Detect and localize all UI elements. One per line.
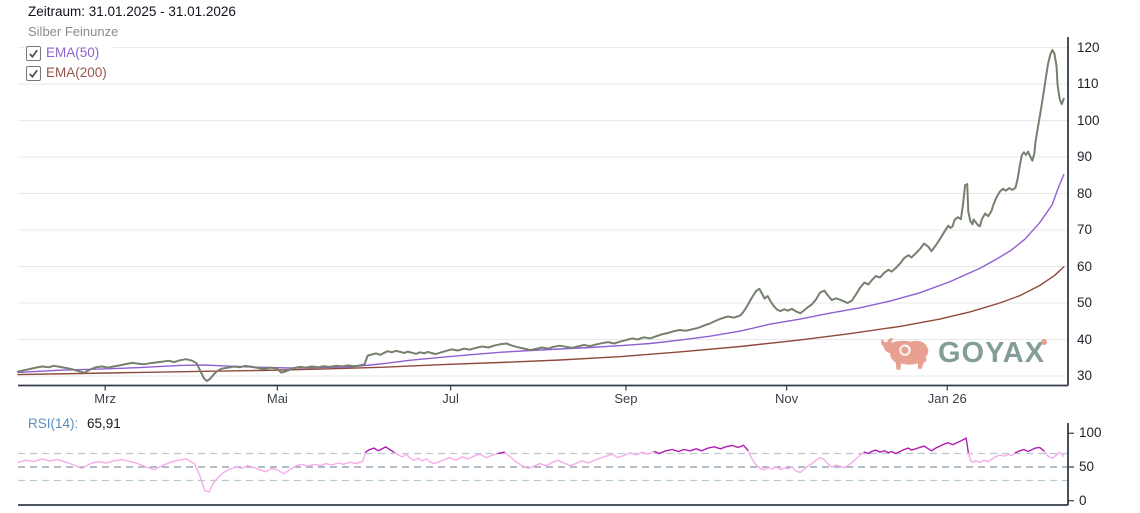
ema50-checkbox[interactable] [26,45,41,61]
rsi-value: 65,91 [87,416,121,431]
x-tick-label: Jul [442,391,459,406]
x-tick-label: Mai [266,391,288,406]
checkmark-icon [29,49,38,58]
rsi-tick-label: 100 [1079,425,1102,441]
rsi-label: RSI(14): [28,416,79,431]
legend-label-ema200: EMA(200) [46,65,107,80]
y-tick-label: 120 [1077,39,1100,55]
ema200-checkbox[interactable] [26,65,41,81]
ema200-line [17,266,1065,376]
rsi-header: RSI(14): 65,91 [28,416,121,431]
indicator-legend: EMA(50) EMA(200) [26,43,113,83]
y-tick-label: 90 [1077,149,1093,165]
y-tick-label: 100 [1077,112,1100,128]
watermark-dot-icon [1041,339,1048,345]
x-tick-label: Nov [775,391,799,406]
y-tick-label: 110 [1077,76,1099,92]
watermark-text: GOYAX [938,337,1046,369]
y-tick-label: 50 [1077,295,1093,311]
legend-label-ema50: EMA(50) [46,45,100,60]
rsi-tick-label: 0 [1079,492,1087,508]
instrument-title: Silber Feinunze [28,24,119,39]
bull-logo-icon [881,338,929,370]
rsi-line-dark [364,437,1045,455]
period-title: Zeitraum: 31.01.2025 - 31.01.2026 [28,4,236,19]
x-tick-label: Mrz [94,391,116,406]
y-tick-label: 60 [1077,258,1093,274]
x-tick-label: Jan 26 [927,391,967,406]
legend-item-ema50[interactable]: EMA(50) [26,43,113,63]
legend-item-ema200[interactable]: EMA(200) [26,63,113,83]
y-tick-label: 80 [1077,185,1093,201]
x-tick-label: Sep [614,391,638,406]
goyax-watermark: GOYAX [876,334,1048,372]
rsi-tick-label: 50 [1079,459,1095,474]
price-line [17,49,1065,383]
y-tick-label: 30 [1077,368,1093,383]
checkmark-icon [29,69,38,78]
rsi-line-light [17,449,1065,493]
y-tick-label: 40 [1077,331,1093,347]
y-tick-label: 70 [1077,222,1093,238]
